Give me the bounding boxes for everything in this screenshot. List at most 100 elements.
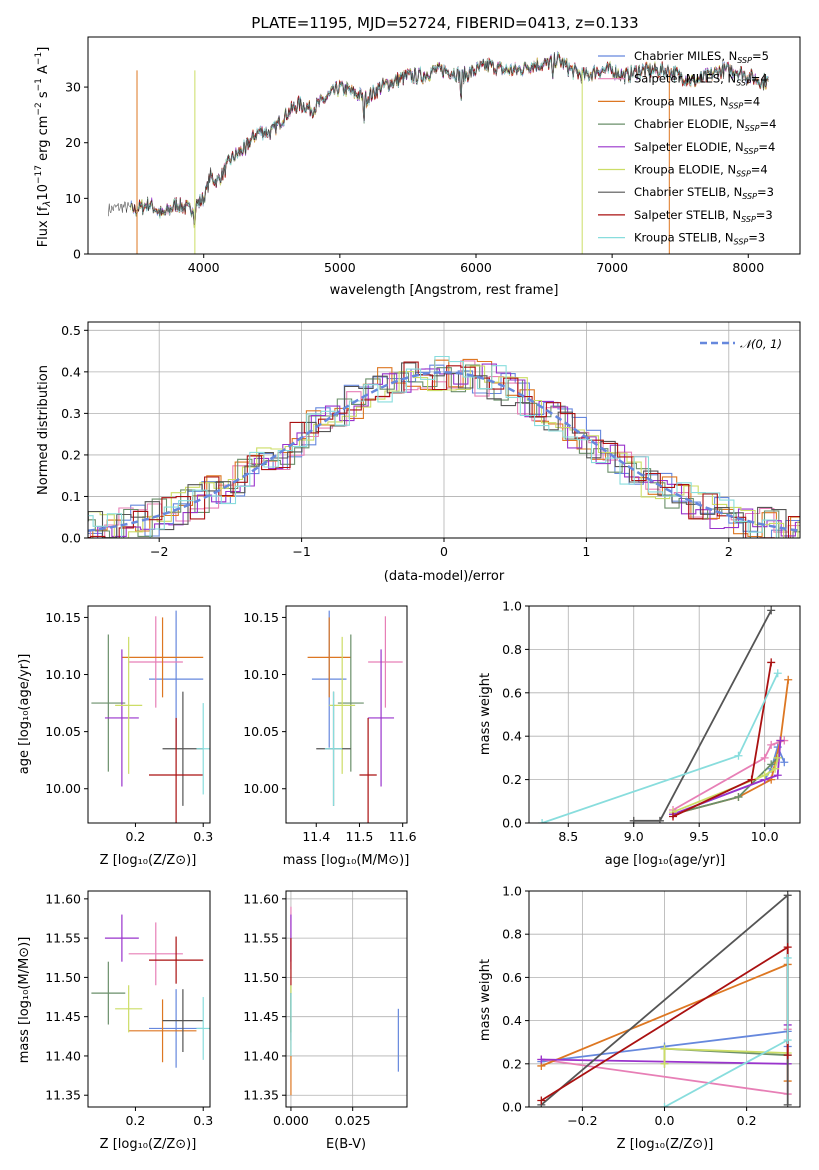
weight-line <box>672 757 779 816</box>
x-tick-label: 8000 <box>732 260 764 275</box>
axes-frame <box>87 605 211 824</box>
y-tick-label: 0 <box>73 247 81 262</box>
hist-xlabel: (data-model)/error <box>384 569 505 584</box>
normal-curve <box>88 371 800 532</box>
age_vs_mass-marks <box>307 610 403 823</box>
weight-marker <box>773 771 782 780</box>
weight-marker <box>773 753 782 762</box>
weight-marker <box>660 1103 669 1107</box>
x-tick-label: 0.2 <box>125 829 145 844</box>
residual_hist-marks <box>88 355 800 538</box>
y-tick-label: 10.00 <box>45 781 81 796</box>
y-tick-label: 0.8 <box>502 927 522 942</box>
weight-marker <box>747 775 756 784</box>
weight-marker <box>734 751 743 760</box>
spectrum-panel: 4000 5000 6000 7000 8000 0 10 20 30 Chabrier MILE… <box>65 36 801 275</box>
y-tick-label: 0.3 <box>61 406 81 421</box>
mass_vs_ebv-marks <box>290 906 399 1096</box>
weight-marker <box>760 753 769 762</box>
legend-label: 𝒩(0, 1) <box>740 337 782 351</box>
weight-marker <box>660 1059 669 1068</box>
y-tick-label: 10.05 <box>45 724 81 739</box>
legend-label: Salpeter ELODIE, NSSP=4 <box>634 140 775 156</box>
y-tick-label: 10.05 <box>243 724 279 739</box>
x-tick-label: 5000 <box>324 260 356 275</box>
y-tick-label: 10.15 <box>45 610 81 625</box>
y-tick-label: 10.10 <box>243 667 279 682</box>
x-tick-label: −0.2 <box>567 1113 597 1128</box>
weight-marker <box>783 943 792 952</box>
wZ-xlabel: Z [log₁₀(Z/Z⊙)] <box>617 1137 714 1152</box>
weight-marker <box>537 1096 546 1105</box>
axes-frame <box>87 36 801 255</box>
x-tick-label: 0.0 <box>655 1113 675 1128</box>
y-tick-label: 10.15 <box>243 610 279 625</box>
y-tick-label: 0.0 <box>61 531 81 546</box>
weight_vs_age-panel: 8.5 9.0 9.5 10.0 0.0 0.2 0.4 0.6 0.8 1.0 <box>502 599 801 844</box>
x-tick-label: 9.5 <box>689 829 709 844</box>
weight-marker <box>767 606 776 615</box>
x-tick-label: 0.2 <box>125 1113 145 1128</box>
weight-line <box>672 662 773 818</box>
legend-label: Salpeter STELIB, NSSP=3 <box>634 208 773 224</box>
legend-label: Kroupa MILES, NSSP=4 <box>634 94 760 110</box>
y-tick-label: 1.0 <box>502 884 522 899</box>
y-tick-label: 11.50 <box>243 970 279 985</box>
axes-frame <box>528 605 801 824</box>
y-tick-label: 11.60 <box>243 891 279 906</box>
wage-ylabel: mass weight <box>478 673 493 755</box>
y-tick-label: 11.55 <box>243 931 279 946</box>
y-tick-label: 0.8 <box>502 642 522 657</box>
y-tick-label: 30 <box>65 80 81 95</box>
massZ-ylabel: mass [log₁₀(M/M⊙)] <box>17 937 32 1064</box>
age_vs_Z-marks <box>91 610 210 823</box>
weight-line <box>541 672 779 823</box>
spectrum-xlabel: wavelength [Angstrom, rest frame] <box>330 283 559 298</box>
weight_vs_Z-marks <box>537 891 792 1107</box>
weight-marker <box>783 1100 792 1107</box>
weight-marker <box>655 816 664 823</box>
spectrum-legend: Chabrier MILES, NSSP=5 Salpeter MILES, NS… <box>598 49 776 247</box>
age_vs_Z-panel: 0.2 0.3 10.00 10.05 10.10 10.15 <box>45 605 213 844</box>
y-tick-label: 0.1 <box>61 489 81 504</box>
x-tick-label: 4000 <box>188 260 220 275</box>
histogram-step <box>88 362 800 538</box>
legend-label: Chabrier MILES, NSSP=5 <box>634 49 769 65</box>
massebv-xlabel: E(B-V) <box>326 1137 366 1152</box>
y-tick-label: 1.0 <box>502 599 522 614</box>
histogram-step <box>88 364 800 538</box>
ageZ-ylabel: age [log₁₀(age/yr)] <box>17 654 32 775</box>
wZ-ylabel: mass weight <box>478 959 493 1041</box>
weight-marker <box>776 736 785 745</box>
spectrum-marks <box>108 50 769 254</box>
mass_vs_ebv-panel: 0.000 0.025 11.35 11.40 11.45 11.50 11.55 11.60 <box>243 890 408 1128</box>
axes-frame <box>87 321 801 539</box>
histogram-step <box>88 355 800 538</box>
weight-marker <box>771 764 780 773</box>
x-tick-label: 6000 <box>460 260 492 275</box>
x-tick-label: 8.5 <box>558 829 578 844</box>
weight-marker <box>734 792 743 801</box>
weight_vs_Z-panel: −0.2 0.0 0.2 0.0 0.2 0.4 0.6 0.8 1.0 <box>502 884 801 1128</box>
y-tick-label: 20 <box>65 135 81 150</box>
x-tick-label: 0.025 <box>335 1113 371 1128</box>
hist-ylabel: Normed distribution <box>36 365 51 495</box>
y-tick-label: 11.45 <box>45 1009 81 1024</box>
x-tick-label: 0.3 <box>193 829 213 844</box>
weight-line <box>672 757 779 813</box>
ageZ-xlabel: Z [log₁₀(Z/Z⊙)] <box>100 853 197 868</box>
weight-marker <box>660 1044 669 1053</box>
y-tick-label: 10.00 <box>243 781 279 796</box>
y-tick-label: 11.60 <box>45 891 81 906</box>
x-tick-label: 11.6 <box>389 829 417 844</box>
weight_vs_age-marks <box>538 606 793 823</box>
residual_hist-panel: −2 −1 0 1 2 0.0 0.1 0.2 0.3 0.4 0.5 𝒩(0, 1) <box>61 321 801 559</box>
x-tick-label: 10.0 <box>751 829 779 844</box>
legend-label: Chabrier ELODIE, NSSP=4 <box>634 117 776 133</box>
weight-marker <box>780 758 789 767</box>
x-tick-label: 11.5 <box>346 829 374 844</box>
y-tick-label: 11.55 <box>45 931 81 946</box>
x-tick-label: 0.2 <box>737 1113 757 1128</box>
x-tick-label: 11.4 <box>302 829 330 844</box>
